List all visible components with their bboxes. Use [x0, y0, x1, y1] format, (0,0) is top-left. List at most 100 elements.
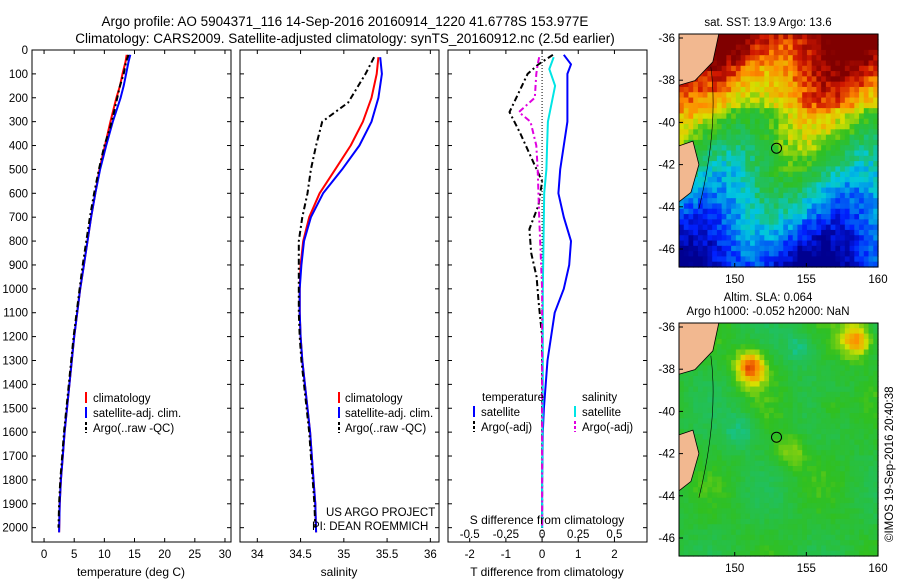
- sst-map-cell: [769, 171, 775, 178]
- sla-map-cell: [778, 545, 784, 552]
- sst-map-cell: [721, 161, 727, 167]
- sla-map-cell: [735, 497, 742, 504]
- sla-map-cell: [873, 508, 879, 515]
- sla-map-cell: [787, 481, 794, 488]
- sla-map-cell: [721, 365, 727, 372]
- sla-map-cell: [773, 365, 780, 372]
- sst-map-cell: [707, 108, 713, 115]
- sla-map-cell: [754, 460, 761, 467]
- sst-map-cell: [840, 124, 846, 130]
- sst-map-cell: [806, 97, 813, 104]
- sst-map-cell: [825, 86, 832, 93]
- sla-map-cell: [754, 381, 761, 388]
- sst-map-cell: [868, 219, 874, 226]
- sst-map-cell: [792, 171, 799, 178]
- sla-map-cell: [731, 534, 737, 541]
- sla-map-cell: [759, 460, 765, 467]
- sla-map-cell: [787, 450, 794, 456]
- sst-map-cell: [783, 171, 789, 178]
- sla-map-cell: [854, 439, 860, 446]
- sst-map-cell: [745, 229, 751, 236]
- sst-map-cell: [707, 261, 713, 268]
- sla-map-cell: [697, 402, 704, 409]
- sst-map-cell: [802, 171, 808, 178]
- sla-map-cell: [873, 434, 879, 441]
- sla-map-cell: [721, 413, 727, 419]
- sla-map-cell: [835, 354, 841, 361]
- sla-map-cell: [787, 402, 794, 409]
- sst-map-cell: [811, 118, 818, 125]
- sst-map-cell: [693, 86, 699, 93]
- sst-map-cell: [816, 108, 822, 115]
- sst-map-cell: [702, 203, 709, 210]
- sst-map-cell: [849, 203, 855, 210]
- sst-map-cell: [792, 44, 799, 51]
- sla-map-cell: [778, 481, 784, 488]
- sla-map-cell: [840, 476, 846, 483]
- sst-map-cell: [740, 129, 746, 136]
- sla-map-cell: [726, 434, 732, 441]
- sla-map-cell: [859, 428, 865, 435]
- sst-map-cell: [769, 71, 775, 77]
- sst-map-cell: [707, 86, 713, 93]
- sla-map-cell: [769, 481, 775, 488]
- sst-map-cell: [740, 219, 746, 226]
- sla-map-cell: [787, 503, 794, 509]
- sst-map-cell: [769, 129, 775, 136]
- sla-map-cell: [816, 534, 822, 541]
- sla-map-cell: [859, 338, 865, 345]
- salinity-xlabel: salinity: [321, 565, 358, 579]
- sla-map-cell: [716, 450, 723, 456]
- sla-map-cell: [750, 534, 756, 541]
- sst-map-cell: [721, 182, 727, 189]
- sla-map-cell: [740, 513, 746, 520]
- sla-map-cell: [840, 386, 846, 393]
- sla-map-cell: [873, 529, 879, 536]
- sla-map-cell: [802, 386, 808, 393]
- sla-map-cell: [778, 476, 784, 483]
- sst-map-cell: [787, 161, 794, 167]
- sla-map-cell: [731, 492, 737, 499]
- sla-map-cell: [792, 413, 799, 419]
- sst-map-cell: [726, 124, 732, 130]
- sst-map-cell: [849, 150, 855, 157]
- sst-map-cell: [769, 208, 775, 215]
- sla-map-cell: [787, 444, 794, 451]
- sst-map-cell: [844, 251, 851, 258]
- sla-map-cell: [726, 476, 732, 483]
- sla-map-cell: [811, 344, 818, 351]
- sst-map-cell: [863, 182, 870, 189]
- sla-map-cell: [840, 423, 846, 430]
- sst-map-cell: [863, 198, 870, 205]
- sst-map-cell: [759, 192, 765, 199]
- sla-map-cell: [750, 354, 756, 361]
- sst-map-cell: [778, 86, 784, 93]
- sst-map-cell: [778, 224, 784, 231]
- sst-map-cell: [731, 187, 737, 194]
- sla-map-cell: [797, 434, 803, 441]
- sla-map-cell: [783, 439, 789, 446]
- sla-map-cell: [821, 381, 827, 388]
- depth-tick-label: 0: [22, 45, 28, 57]
- sst-map-cell: [854, 245, 860, 252]
- sla-map-cell: [778, 518, 784, 525]
- sla-map-cell: [773, 434, 780, 441]
- sla-map-cell: [712, 518, 718, 525]
- sla-map-cell: [797, 423, 803, 430]
- sla-map-cell: [854, 354, 860, 361]
- salinity-series-argo-raw-qc-: [297, 56, 375, 528]
- sst-map-cell: [811, 214, 818, 220]
- sst-map-cell: [792, 49, 799, 56]
- sla-map-cell: [816, 460, 822, 467]
- sst-map-cell: [863, 134, 870, 141]
- sst-map-cell: [792, 203, 799, 210]
- sst-map-cell: [868, 240, 874, 247]
- sla-map-cell: [745, 497, 751, 504]
- legend-label-satellite: satellite-adj. clim.: [93, 408, 181, 420]
- sst-map-cell: [754, 39, 761, 46]
- sla-map-cell: [679, 418, 685, 425]
- sst-map-cell: [854, 139, 860, 146]
- sst-map-cell: [835, 192, 841, 199]
- sla-map-cell: [731, 428, 737, 435]
- sla-map-cell: [787, 344, 794, 351]
